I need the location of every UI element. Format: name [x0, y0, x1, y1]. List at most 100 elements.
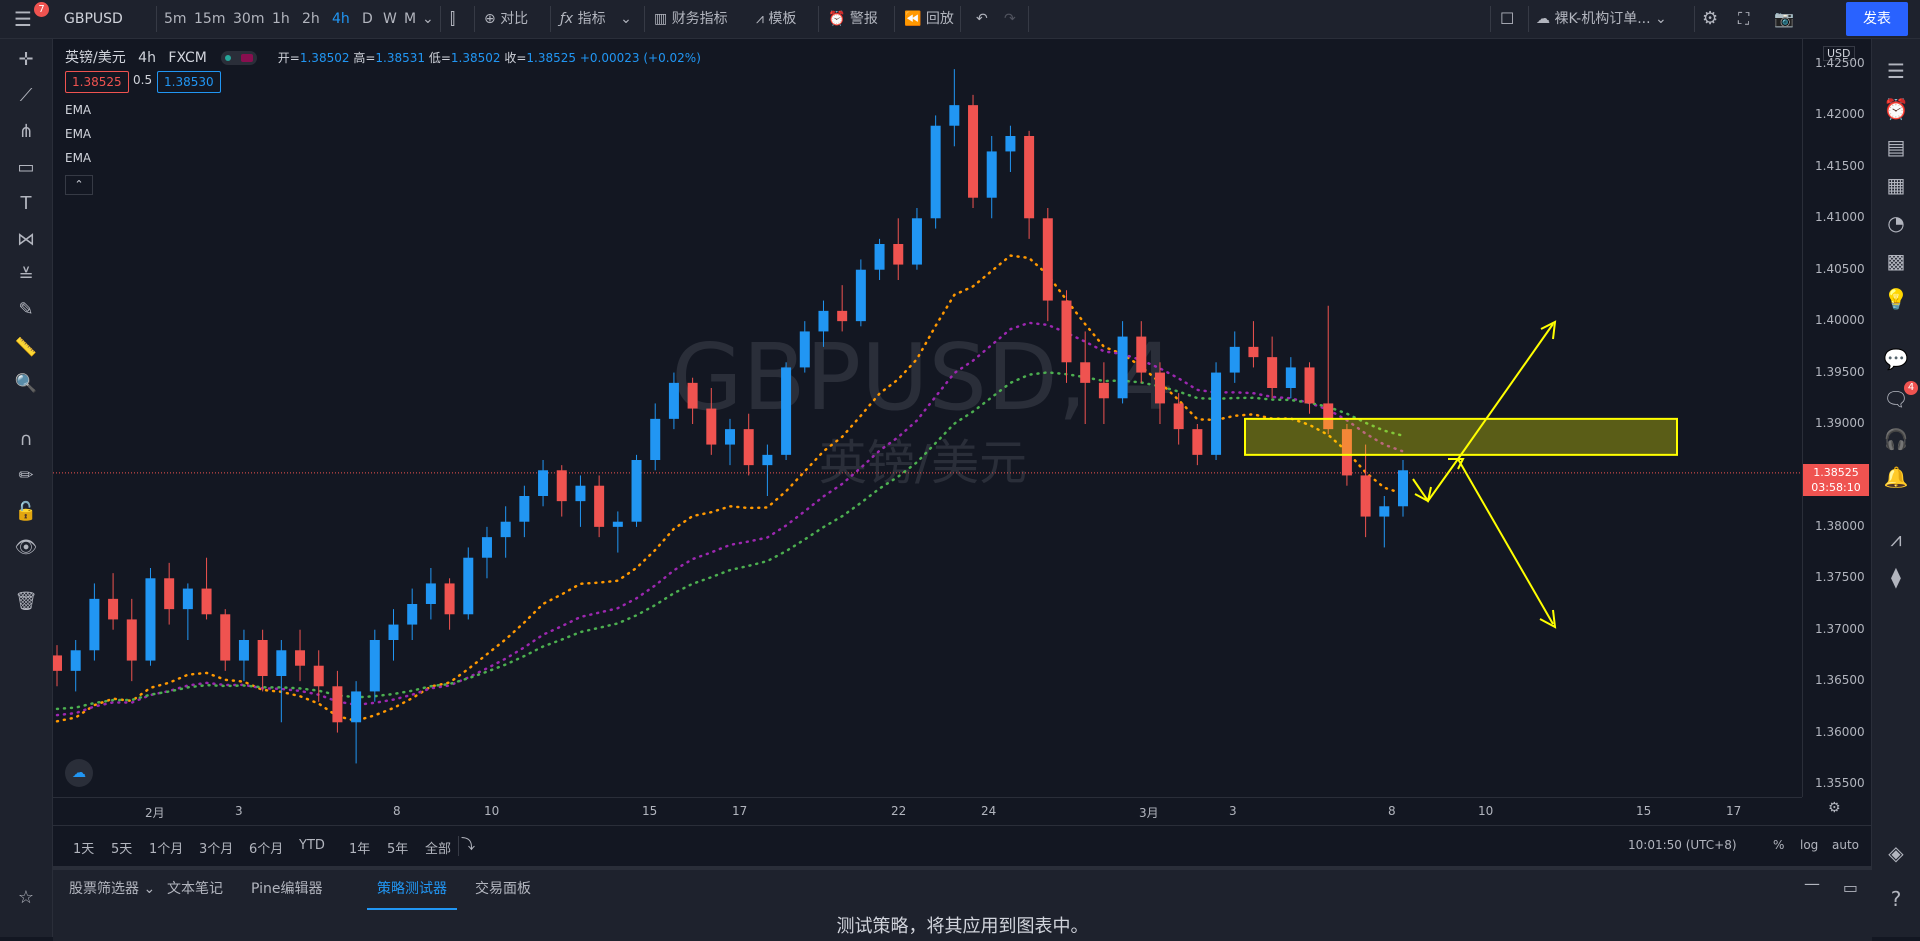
ideas-icon[interactable]: 💡	[1883, 287, 1909, 311]
interval-4h[interactable]: 4h	[332, 11, 350, 27]
interval-15m[interactable]: 15m	[194, 11, 226, 27]
magnet-icon[interactable]: ∩	[19, 429, 33, 450]
range-8[interactable]: 全部	[425, 842, 452, 857]
bearish-arrow[interactable]	[1457, 458, 1554, 625]
down-up-arrow[interactable]	[1412, 458, 1459, 503]
interval-2h[interactable]: 2h	[302, 11, 320, 27]
support-zone-box[interactable]	[1244, 417, 1678, 456]
goto-date-icon[interactable]: ⤵	[461, 837, 475, 853]
symbol-search[interactable]: GBPUSD	[64, 11, 123, 27]
bullish-arrow[interactable]	[1457, 323, 1554, 460]
range-1[interactable]: 5天	[111, 842, 133, 857]
minimize-icon[interactable]: —	[1804, 874, 1820, 893]
interval-D[interactable]: D	[362, 11, 373, 27]
arrowhead[interactable]	[1539, 609, 1557, 629]
indicators-button[interactable]: ƒx 指标 ⌄	[560, 0, 632, 38]
range-0[interactable]: 1天	[73, 842, 95, 857]
chevron-down-icon[interactable]: ⌄	[422, 11, 434, 27]
alert-button[interactable]: ⏰ 警报	[828, 0, 878, 38]
arrowhead[interactable]	[1448, 458, 1465, 470]
data-window-icon[interactable]: ▤	[1886, 135, 1906, 159]
clock-timezone[interactable]: 10:01:50 (UTC+8)	[1628, 838, 1737, 852]
indicator-ema-2[interactable]: EMA	[65, 127, 92, 141]
arrowhead[interactable]	[1414, 486, 1432, 503]
layers-icon[interactable]: ◈	[1888, 841, 1904, 865]
crosshair-icon[interactable]: ✛	[18, 49, 34, 70]
range-5[interactable]: YTD	[299, 838, 325, 853]
alarm-clock-icon[interactable]: ⏰	[1883, 97, 1909, 121]
chat-icon[interactable]: 💬	[1883, 347, 1909, 371]
rectangle-icon[interactable]: ▭	[17, 157, 35, 178]
projection-arrows[interactable]	[1412, 320, 1557, 629]
auto-toggle[interactable]: auto	[1832, 838, 1860, 852]
trash-icon[interactable]: 🗑	[14, 591, 38, 612]
hotlist-icon[interactable]: ◔	[1887, 211, 1905, 235]
expand-icon[interactable]: ⛶	[1738, 9, 1750, 28]
range-2[interactable]: 1个月	[149, 842, 184, 857]
star-icon[interactable]: ☆	[17, 887, 35, 908]
watchlist-icon[interactable]: ☰	[1887, 59, 1905, 83]
ask-button[interactable]: 1.38530	[157, 71, 221, 93]
calendar-icon[interactable]: ▩	[1886, 249, 1906, 273]
price-chart[interactable]: GBPUSD, 4 英镑/美元	[53, 39, 1802, 797]
menu-icon[interactable]: ☰	[14, 7, 32, 31]
pencil-lock-icon[interactable]: ✏	[18, 465, 34, 486]
interval-5m[interactable]: 5m	[164, 11, 187, 27]
templates-button[interactable]: ⩘ 模板	[756, 0, 796, 38]
lock-icon[interactable]: 🔓	[14, 501, 38, 522]
tab-2[interactable]: Pine编辑器	[241, 870, 333, 908]
chart-type-icon[interactable]: ⫿	[450, 9, 456, 28]
chart-pane[interactable]: GBPUSD, 4 英镑/美元 英镑/美元 4h FXCM 开=1.38502 …	[53, 39, 1802, 797]
dom-icon[interactable]: ⧫	[1891, 565, 1901, 589]
interval-1h[interactable]: 1h	[272, 11, 290, 27]
ruler-icon[interactable]: 📏	[14, 337, 38, 358]
tab-3[interactable]: 策略测试器	[367, 870, 457, 910]
log-toggle[interactable]: log	[1800, 838, 1819, 852]
zoom-in-icon[interactable]: 🔍	[14, 373, 38, 394]
undo-icon[interactable]: ↶	[976, 11, 988, 27]
percent-toggle[interactable]: %	[1773, 838, 1785, 852]
trend-line-icon[interactable]: ⟋	[19, 85, 33, 106]
financials-button[interactable]: ▥ 财务指标	[654, 0, 728, 38]
range-7[interactable]: 5年	[387, 842, 409, 857]
news-icon[interactable]: ▦	[1886, 173, 1906, 197]
time-axis[interactable]: 2月 3 8 10 15 17 22 24 3月 3 8 10 15 17	[53, 797, 1802, 826]
range-3[interactable]: 3个月	[199, 842, 234, 857]
eye-icon[interactable]: 👁	[14, 537, 38, 558]
replay-button[interactable]: ⏪ 回放	[904, 0, 954, 38]
tab-0[interactable]: 股票筛选器 ⌄	[59, 870, 165, 908]
tab-1[interactable]: 文本笔记	[157, 870, 233, 908]
arrowhead[interactable]	[1540, 320, 1557, 340]
text-icon[interactable]: T	[20, 193, 32, 214]
indicator-ema-3[interactable]: EMA	[65, 151, 92, 165]
order-panel-icon[interactable]: ⩘	[1890, 527, 1902, 551]
publish-button[interactable]: 发表	[1846, 2, 1908, 36]
collapse-legend-button[interactable]: ⌃	[65, 175, 93, 195]
tradingview-logo-icon[interactable]: ☁	[65, 759, 93, 787]
prediction-icon[interactable]: ≚	[18, 265, 34, 286]
indicator-ema-1[interactable]: EMA	[65, 103, 92, 117]
interval-W[interactable]: W	[383, 11, 397, 27]
camera-icon[interactable]: 📷	[1774, 9, 1794, 28]
maximize-icon[interactable]: ▭	[1842, 878, 1858, 897]
fullscreen-square-icon[interactable]: ☐	[1500, 9, 1515, 28]
streams-icon[interactable]: 🎧	[1883, 427, 1909, 451]
layout-button[interactable]: ☁ 裸K-机构订单... ⌄	[1536, 0, 1667, 38]
chart-legend[interactable]: 英镑/美元 4h FXCM 开=1.38502 高=1.38531 低=1.38…	[65, 47, 701, 67]
interval-30m[interactable]: 30m	[233, 11, 265, 27]
visibility-toggle-icon[interactable]	[221, 51, 258, 65]
price-axis[interactable]: USD 1.42500 1.42000 1.41500 1.41000 1.40500 1…	[1802, 39, 1873, 797]
interval-M[interactable]: M	[404, 11, 417, 27]
currency-label[interactable]: USD	[1823, 46, 1855, 61]
redo-icon[interactable]: ↷	[1004, 11, 1016, 27]
compare-button[interactable]: ⊕ 对比	[484, 0, 528, 38]
help-icon[interactable]: ?	[1890, 887, 1902, 911]
gear-icon[interactable]: ⚙	[1702, 8, 1719, 29]
range-4[interactable]: 6个月	[249, 842, 284, 857]
pattern-icon[interactable]: ⋈	[17, 229, 35, 250]
bid-button[interactable]: 1.38525	[65, 71, 129, 93]
range-6[interactable]: 1年	[349, 842, 371, 857]
tab-4[interactable]: 交易面板	[465, 870, 541, 908]
settings-gear-icon[interactable]: ⚙	[1828, 800, 1841, 816]
notifications-icon[interactable]: 🔔	[1883, 465, 1909, 489]
